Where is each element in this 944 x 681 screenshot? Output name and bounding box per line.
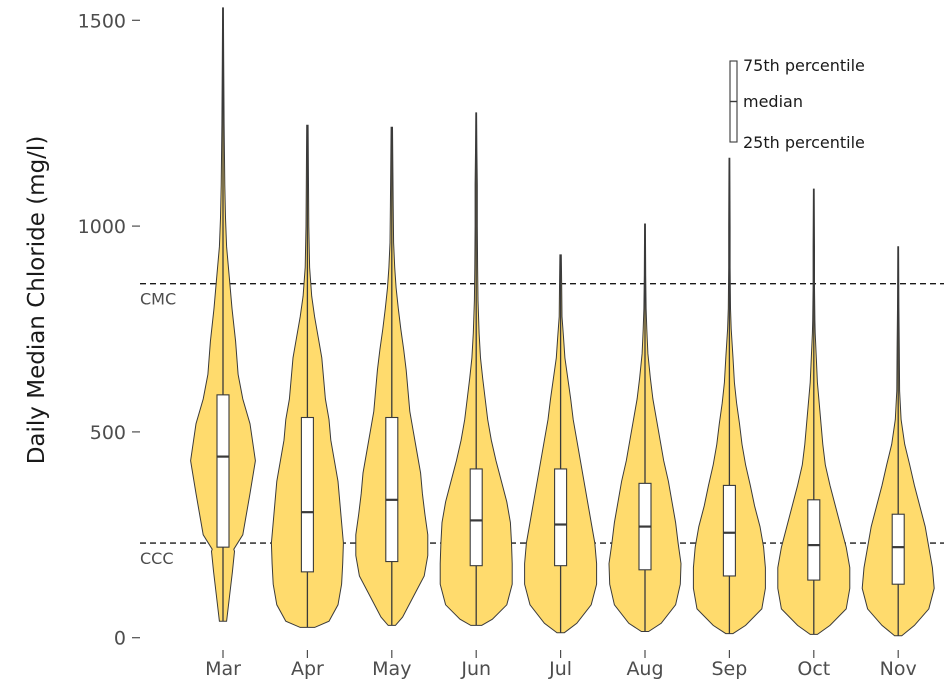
iqr-box-apr [300,416,314,573]
legend-q25-label: 25th percentile [743,133,865,152]
iqr-box-oct [807,499,821,581]
x-tick-label-mar: Mar [205,658,241,680]
y-axis: 0 500 1000 1500 [78,10,140,650]
y-tick-label-1000: 1000 [78,216,126,238]
violins [190,7,935,637]
iqr-box-sep [722,484,736,577]
y-axis-title: Daily Median Chloride (mg/l) [24,136,50,465]
x-axis: Mar Apr May Jun Jul Aug Sep Oct Nov [205,650,917,680]
ref-label-cmc: CMC [140,290,176,309]
ref-label-ccc: CCC [140,549,174,568]
legend-q75-label: 75th percentile [743,56,865,75]
x-tick-label-nov: Nov [880,658,917,680]
x-tick-label-may: May [372,658,411,680]
legend: 75th percentile median 25th percentile [729,56,865,152]
x-tick-label-apr: Apr [291,658,324,680]
x-tick-label-sep: Sep [711,658,747,680]
x-tick-label-oct: Oct [797,658,830,680]
iqr-box-jun [469,468,483,567]
iqr-box-mar [216,394,230,548]
x-tick-label-jun: Jun [460,658,491,680]
y-tick-label-1500: 1500 [78,10,126,32]
y-tick-label-500: 500 [90,422,126,444]
x-tick-label-jul: Jul [548,658,572,680]
legend-median-label: median [743,92,803,111]
iqr-box-may [385,416,399,563]
iqr-box-jul [554,468,568,567]
y-tick-label-0: 0 [114,628,126,650]
iqr-box-nov [891,513,905,585]
x-tick-label-aug: Aug [626,658,663,680]
